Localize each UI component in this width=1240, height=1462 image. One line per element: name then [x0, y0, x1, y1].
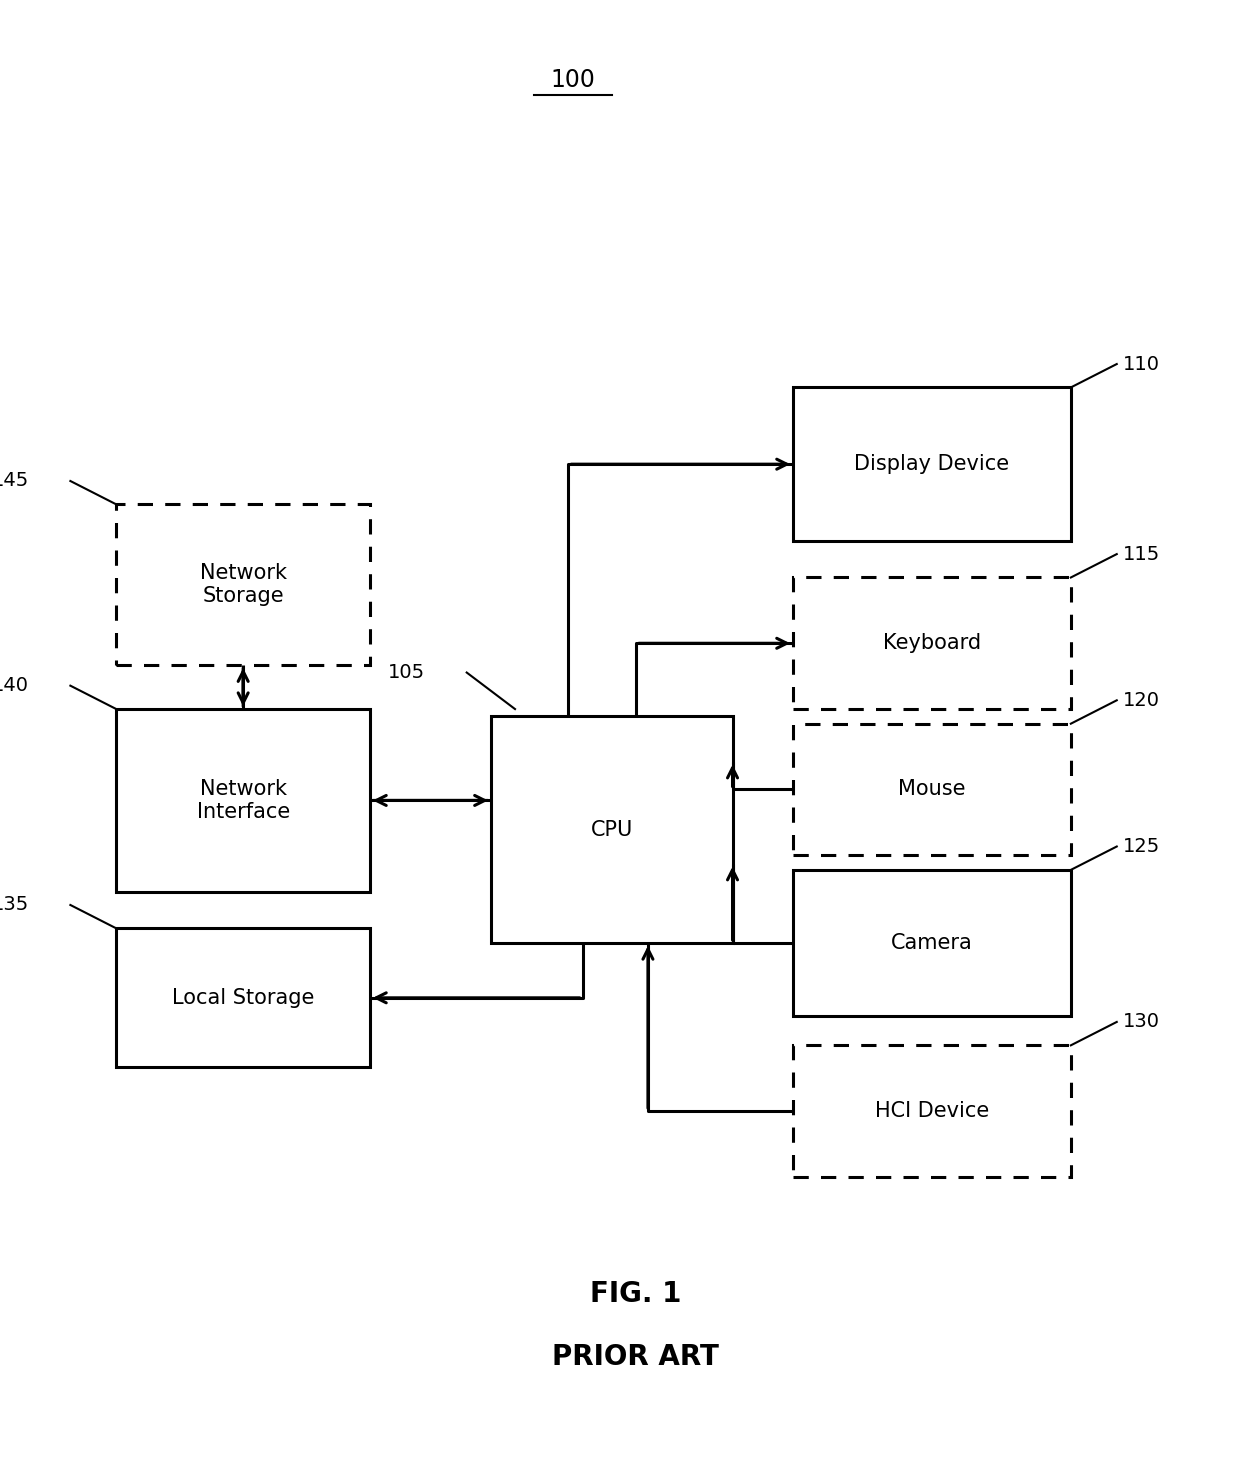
Text: Mouse: Mouse: [898, 779, 966, 800]
FancyBboxPatch shape: [792, 724, 1071, 855]
Text: 125: 125: [1122, 838, 1161, 855]
Text: PRIOR ART: PRIOR ART: [552, 1342, 719, 1371]
FancyBboxPatch shape: [792, 870, 1071, 1016]
Text: FIG. 1: FIG. 1: [590, 1279, 682, 1308]
FancyBboxPatch shape: [491, 716, 733, 943]
FancyBboxPatch shape: [117, 928, 370, 1067]
FancyBboxPatch shape: [117, 709, 370, 892]
Text: 140: 140: [0, 677, 29, 694]
Text: 105: 105: [388, 664, 425, 681]
Text: Network
Interface: Network Interface: [196, 779, 290, 822]
Text: 145: 145: [0, 472, 29, 490]
Text: 110: 110: [1122, 355, 1159, 373]
FancyBboxPatch shape: [792, 577, 1071, 709]
Text: 130: 130: [1122, 1013, 1159, 1031]
Text: 115: 115: [1122, 545, 1161, 563]
Text: 100: 100: [551, 69, 595, 92]
Text: Network
Storage: Network Storage: [200, 563, 286, 607]
Text: Local Storage: Local Storage: [172, 988, 315, 1007]
Text: 120: 120: [1122, 692, 1159, 709]
Text: Keyboard: Keyboard: [883, 633, 981, 654]
FancyBboxPatch shape: [792, 1045, 1071, 1177]
Text: Display Device: Display Device: [854, 455, 1009, 474]
FancyBboxPatch shape: [117, 504, 370, 665]
Text: 135: 135: [0, 896, 29, 914]
FancyBboxPatch shape: [792, 387, 1071, 541]
Text: Camera: Camera: [892, 933, 972, 953]
Text: HCI Device: HCI Device: [874, 1101, 990, 1121]
Text: CPU: CPU: [590, 820, 632, 839]
